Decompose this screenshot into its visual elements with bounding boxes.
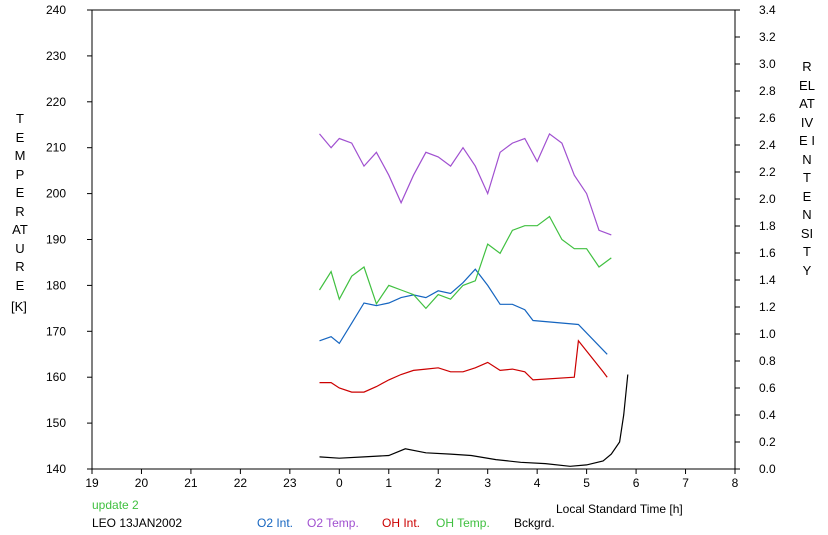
update-label: update 2 xyxy=(92,498,139,512)
y-right-tick-label: 1.6 xyxy=(759,246,776,260)
series-lines xyxy=(318,132,629,467)
x-tick-label: 20 xyxy=(135,476,149,490)
legend-o2-int: O2 Int. xyxy=(257,516,294,530)
y-right-tick-label: 2.0 xyxy=(759,192,776,206)
series-line-oh-int xyxy=(319,339,608,393)
plot-frame xyxy=(91,9,736,470)
legend-oh-int: OH Int. xyxy=(382,516,421,530)
station-date-label: LEO 13JAN2002 xyxy=(92,516,183,530)
x-tick-label: 8 xyxy=(732,476,739,490)
series-line-bckgrd xyxy=(319,374,629,467)
x-tick-label: 5 xyxy=(583,476,590,490)
y-right-tick-label: 2.4 xyxy=(759,138,776,152)
y-right-tick-label: 3.4 xyxy=(759,3,776,17)
y-left-tick-label: 240 xyxy=(46,3,66,17)
x-tick-label: 21 xyxy=(184,476,198,490)
legend-oh-temp: OH Temp. xyxy=(436,516,490,530)
legend-o2-temp: O2 Temp. xyxy=(307,516,359,530)
series-line-o2-temp xyxy=(319,132,612,236)
y-left-tick-label: 230 xyxy=(46,49,66,63)
y-left-tick-label: 210 xyxy=(46,141,66,155)
x-tick-label: 1 xyxy=(385,476,392,490)
y-right-tick-label: 0.0 xyxy=(759,462,776,476)
y-right-tick-label: 3.2 xyxy=(759,30,776,44)
y-right-tick-label: 2.2 xyxy=(759,165,776,179)
series-line-o2-int xyxy=(319,268,608,355)
x-axis-label: Local Standard Time [h] xyxy=(556,502,683,516)
x-tick-label: 6 xyxy=(633,476,640,490)
y-left-tick-label: 140 xyxy=(46,462,66,476)
y-right-tick-label: 0.6 xyxy=(759,381,776,395)
y-axis-left-unit: [K] xyxy=(11,299,27,314)
x-tick-label: 4 xyxy=(534,476,541,490)
y-axis-left-label: TEMPERATURE xyxy=(12,111,28,293)
y-right-tick-label: 1.0 xyxy=(759,327,776,341)
y-right-tick-label: 2.6 xyxy=(759,111,776,125)
legend-bckgrd: Bckgrd. xyxy=(514,516,555,530)
y-right-tick-label: 3.0 xyxy=(759,57,776,71)
y-left-tick-label: 180 xyxy=(46,278,66,292)
y-right-tick-label: 0.4 xyxy=(759,408,776,422)
y-left-tick-label: 200 xyxy=(46,187,66,201)
axis-ticks: 19 20 21 22 23 0 1 2 3 4 5 6 7 8140150160170180190200… xyxy=(46,3,776,490)
y-right-tick-label: 1.8 xyxy=(759,219,776,233)
x-tick-label: 3 xyxy=(484,476,491,490)
y-left-tick-label: 190 xyxy=(46,233,66,247)
x-tick-label: 22 xyxy=(234,476,248,490)
x-tick-label: 2 xyxy=(435,476,442,490)
y-right-tick-label: 0.8 xyxy=(759,354,776,368)
x-tick-label: 0 xyxy=(336,476,343,490)
x-tick-label: 23 xyxy=(283,476,297,490)
y-right-tick-label: 1.4 xyxy=(759,273,776,287)
y-left-tick-label: 160 xyxy=(46,370,66,384)
series-line-oh-temp xyxy=(318,215,612,310)
y-left-tick-label: 150 xyxy=(46,416,66,430)
x-tick-label: 19 xyxy=(85,476,99,490)
y-left-tick-label: 220 xyxy=(46,95,66,109)
y-right-tick-label: 1.2 xyxy=(759,300,776,314)
y-left-tick-label: 170 xyxy=(46,324,66,338)
y-axis-right-label: RELATIVE INTENSITY xyxy=(799,59,815,278)
x-tick-label: 7 xyxy=(682,476,689,490)
y-right-tick-label: 2.8 xyxy=(759,84,776,98)
y-right-tick-label: 0.2 xyxy=(759,435,776,449)
